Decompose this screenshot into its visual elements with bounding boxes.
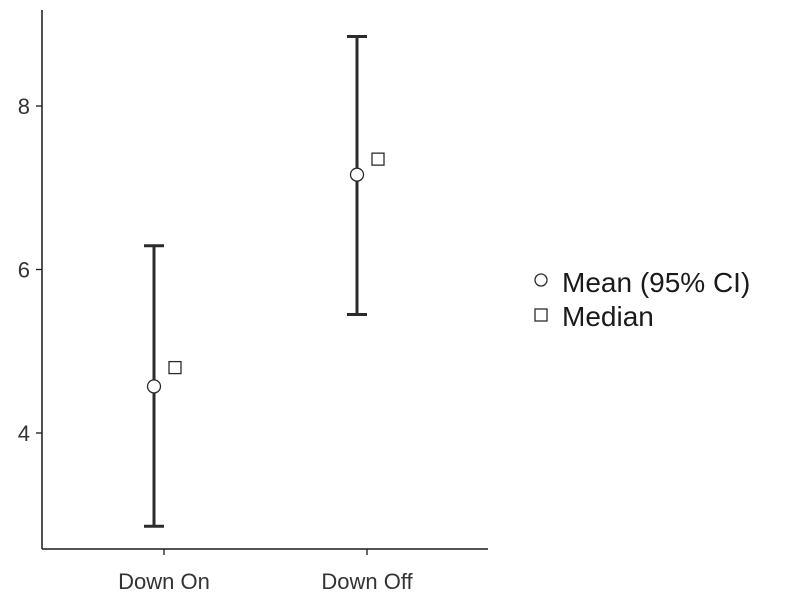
mean-point: [146, 379, 162, 394]
y-tick-label: 6: [18, 258, 30, 283]
legend: Mean (95% CI) Median: [534, 267, 750, 332]
y-tick-label: 8: [18, 94, 30, 119]
x-tick-label: Down On: [118, 569, 210, 594]
y-tick-label: 4: [18, 421, 30, 446]
plot-area: 4 6 8 Down On Down Off: [18, 10, 488, 594]
mean-point: [349, 167, 365, 182]
legend-circle-marker: [534, 273, 548, 287]
legend-label-median: Median: [562, 301, 654, 332]
legend-square-marker: [534, 308, 548, 322]
x-tick-label: Down Off: [321, 569, 413, 594]
median-point: [168, 360, 182, 375]
median-point: [371, 152, 385, 166]
legend-label-mean: Mean (95% CI): [562, 267, 750, 298]
